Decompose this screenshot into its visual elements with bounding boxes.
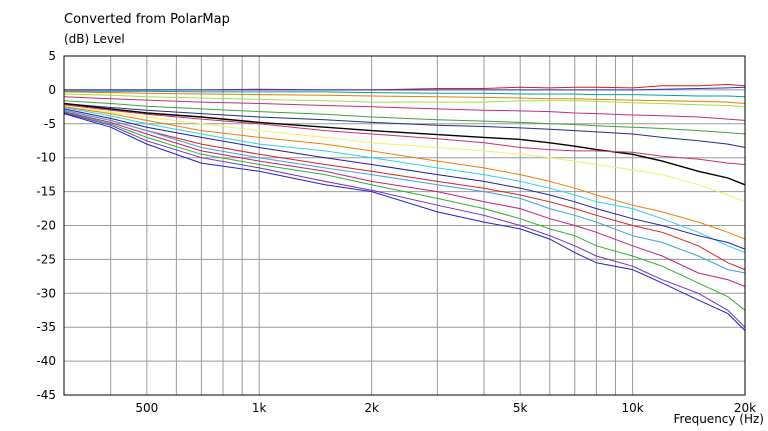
series-line-18 [63,111,746,311]
y-tick-label: -15 [36,185,56,199]
plot-frame [63,55,746,396]
x-tick-label: 10k [621,401,643,415]
y-tick-label: -10 [36,151,56,165]
x-axis-label: Frequency (Hz) [673,412,765,426]
y-tick-label: -40 [36,354,56,368]
y-tick-label: -35 [36,320,56,334]
series-line-19 [63,112,746,328]
x-tick-label: 2k [364,401,379,415]
series-line-3 [64,90,746,98]
series-line-11 [63,105,746,203]
y-tick-label: 5 [48,49,56,63]
series-line-2 [64,86,746,91]
x-tick-label: 5k [513,401,528,415]
series-line-1 [64,83,746,91]
chart-title: Converted from PolarMap [64,12,230,27]
x-tick-label: 500 [135,401,158,415]
x-tick-label: 1k [252,401,267,415]
series-line-17 [63,111,746,287]
series-line-13 [63,107,746,254]
series-line-12 [63,106,746,240]
series-line-10 [63,104,746,165]
y-axis-label: (dB) Level [64,32,125,46]
series-line-9 [63,102,746,186]
series-line-5 [63,93,746,108]
y-tick-label: -45 [36,388,56,402]
series-line-6 [63,96,746,121]
axes: 5 0 -5 -10 -15 -20 -25 -30 -35 -40 -45 500 1k 2k 5k 10k… [36,49,756,415]
series-line-7 [63,100,746,135]
series-line-20 [63,113,746,331]
y-tick-label: 0 [48,83,56,97]
y-tick-label: -5 [44,117,56,131]
y-tick-label: -20 [36,219,56,233]
y-tick-label: -30 [36,286,56,300]
series-line-8 [63,103,746,148]
series-line-4 [63,91,746,104]
x-tick-label: 20k [734,401,756,415]
series-line-16 [63,109,746,274]
series-line-15 [63,109,746,271]
series-group [63,83,746,331]
series-line-14 [63,108,746,250]
y-tick-label: -25 [36,252,56,266]
